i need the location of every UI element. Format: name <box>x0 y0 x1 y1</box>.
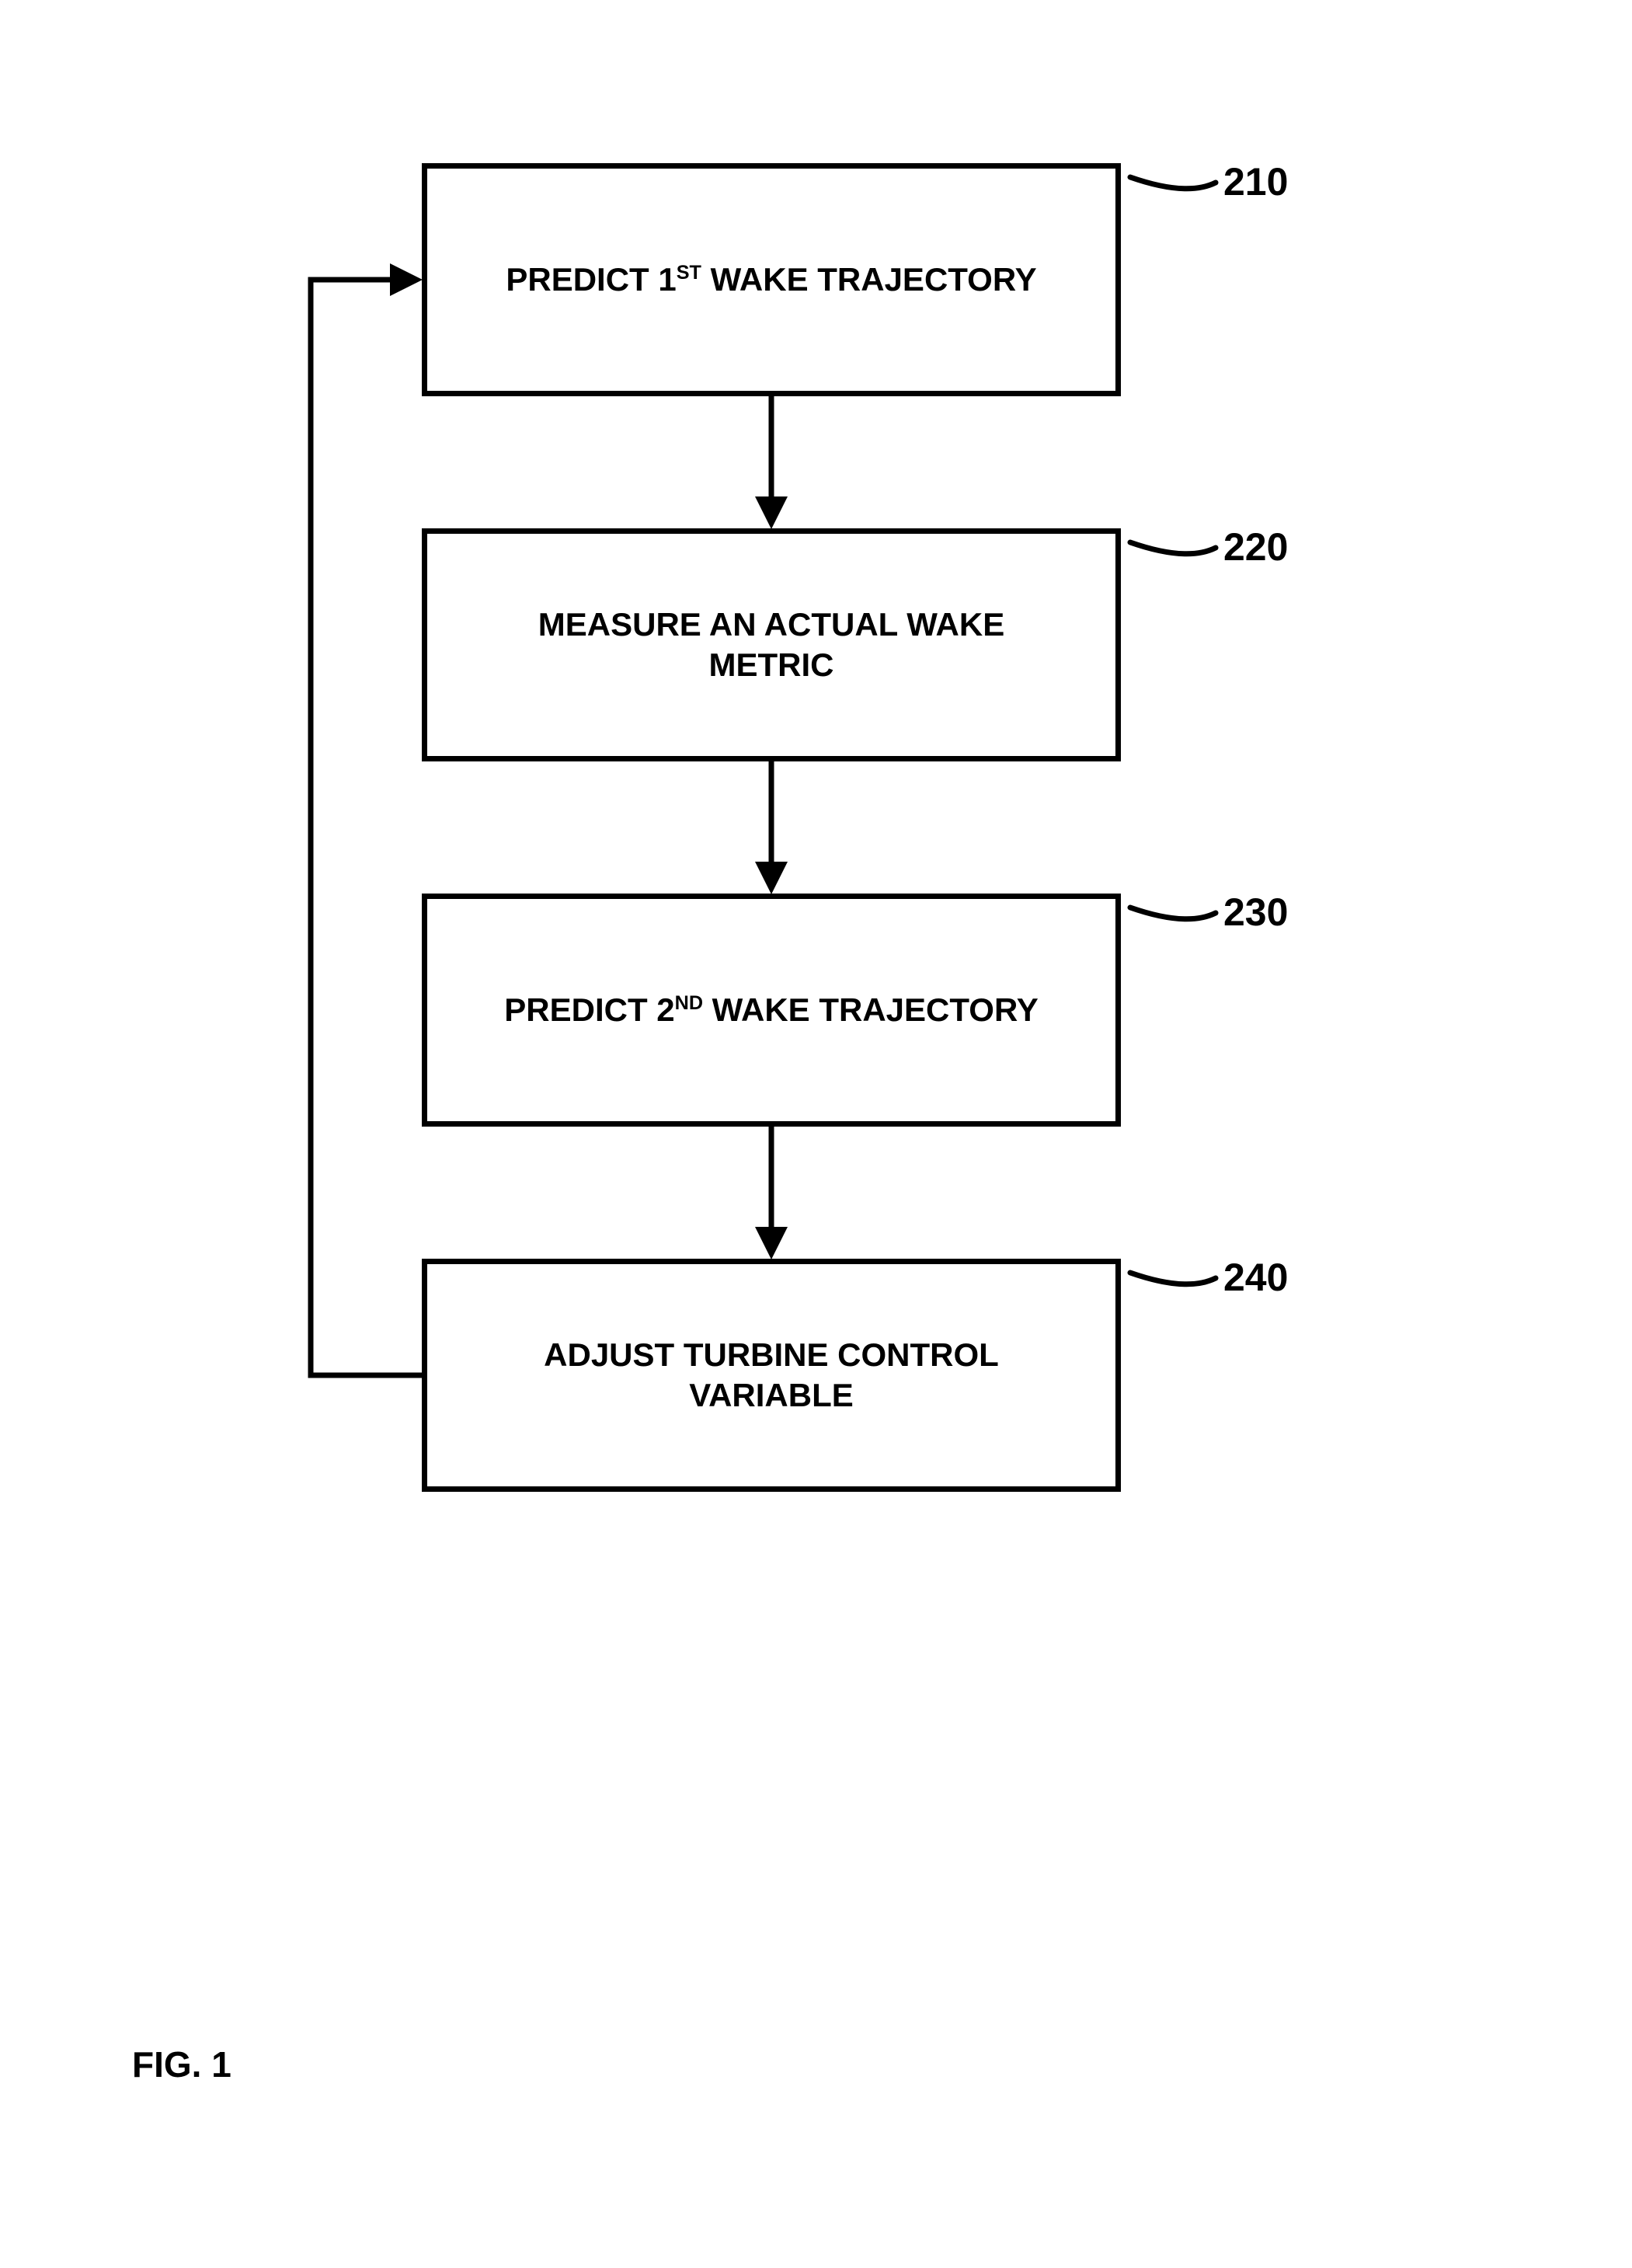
box-label-230: 230 <box>1223 890 1288 935</box>
flowchart-box-240: ADJUST TURBINE CONTROLVARIABLE <box>422 1259 1121 1492</box>
box-label-220: 220 <box>1223 524 1288 570</box>
box-text-230: PREDICT 2ND WAKE TRAJECTORY <box>481 990 1061 1031</box>
box-text-210: PREDICT 1ST WAKE TRAJECTORY <box>482 260 1060 301</box>
box-label-210: 210 <box>1223 159 1288 204</box>
figure-label: FIG. 1 <box>132 2043 231 2085</box>
flowchart-box-220: MEASURE AN ACTUAL WAKEMETRIC <box>422 528 1121 761</box>
box-text-220: MEASURE AN ACTUAL WAKEMETRIC <box>515 604 1028 686</box>
box-text-240: ADJUST TURBINE CONTROLVARIABLE <box>520 1335 1022 1416</box>
flowchart-box-210: PREDICT 1ST WAKE TRAJECTORY <box>422 163 1121 396</box>
flowchart-box-230: PREDICT 2ND WAKE TRAJECTORY <box>422 894 1121 1127</box>
flowchart-canvas: PREDICT 1ST WAKE TRAJECTORY MEASURE AN A… <box>0 0 1632 2268</box>
box-label-240: 240 <box>1223 1255 1288 1300</box>
